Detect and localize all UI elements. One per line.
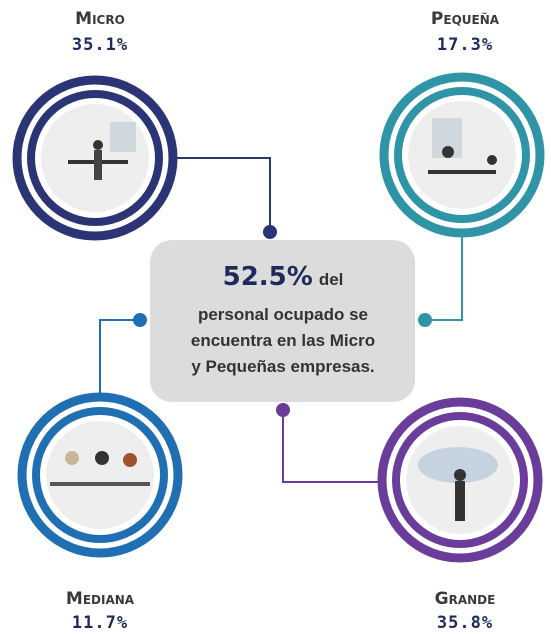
circle-pequena — [379, 72, 545, 238]
node-value: 17.3% — [437, 35, 493, 55]
circle-grande — [377, 397, 543, 563]
dot — [418, 313, 432, 327]
node-value: 35.1% — [72, 35, 128, 55]
dot — [276, 403, 290, 417]
center-line: y Pequeñas empresas. — [191, 357, 374, 376]
center-box — [150, 240, 415, 402]
circle-mediana — [17, 392, 183, 558]
node-label: Grande — [435, 589, 496, 609]
node-label: Mediana — [66, 589, 135, 609]
center-line: personal ocupado se — [198, 305, 368, 324]
center-line: encuentra en las Micro — [191, 331, 375, 350]
node-value: 35.8% — [437, 613, 493, 633]
node-value: 11.7% — [72, 613, 128, 633]
center-highlight: 52.5% — [223, 262, 313, 292]
center-first-line: 52.5% del — [223, 262, 344, 292]
connectors — [99, 157, 463, 483]
dot — [263, 225, 277, 239]
dot — [133, 313, 147, 327]
node-label: Pequeña — [431, 9, 500, 29]
circle-micro — [12, 75, 178, 241]
center-line: del — [319, 270, 344, 289]
node-label: Micro — [75, 9, 125, 29]
